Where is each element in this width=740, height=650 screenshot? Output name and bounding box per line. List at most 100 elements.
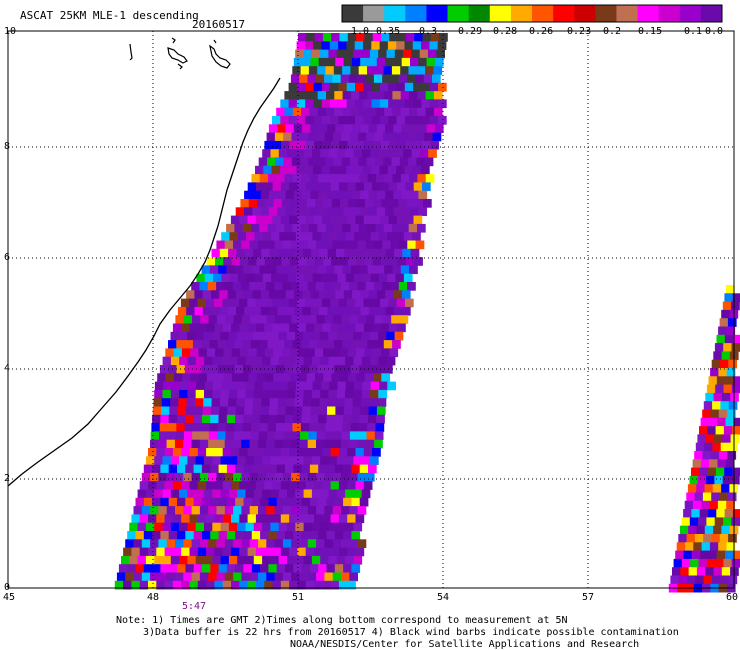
swath-pixel [393, 124, 403, 133]
swath-pixel [210, 497, 219, 507]
swath-pixel [262, 149, 271, 158]
swath-pixel [400, 91, 410, 100]
swath-pixel [293, 406, 303, 416]
swath-pixel [249, 506, 259, 515]
swath-pixel [258, 506, 267, 515]
legend-swatch [363, 5, 385, 22]
swath-pixel [235, 207, 245, 216]
swath-pixel [375, 66, 384, 75]
swath-pixel [385, 207, 394, 216]
swath-pixel [302, 190, 311, 200]
swath-pixel [275, 431, 284, 441]
swath-pixel [152, 564, 161, 573]
swath-pixel [272, 481, 282, 490]
swath-pixel [195, 522, 205, 532]
swath-pixel [692, 459, 702, 468]
swath-pixel [145, 522, 155, 532]
swath-pixel [143, 564, 153, 573]
swath-pixel [266, 240, 275, 250]
swath-pixel [218, 365, 227, 374]
swath-pixel [226, 223, 235, 233]
swath-pixel [324, 472, 334, 482]
swath-pixel [363, 116, 372, 125]
swath-pixel [183, 431, 193, 441]
swath-pixel [403, 232, 413, 241]
swath-pixel [361, 149, 371, 158]
swath-pixel [194, 406, 203, 416]
swath-pixel [199, 439, 209, 449]
swath-pixel [303, 489, 313, 499]
swath-pixel [255, 547, 265, 557]
swath-pixel [405, 182, 415, 192]
swath-pixel [357, 439, 367, 449]
swath-pixel [393, 57, 403, 67]
swath-pixel [355, 99, 364, 109]
swath-pixel [202, 290, 212, 299]
swath-pixel [395, 273, 405, 283]
swath-pixel [152, 406, 162, 416]
swath-pixel [211, 290, 220, 299]
swath-pixel [309, 414, 319, 424]
swath-pixel [148, 448, 157, 457]
swath-pixel [156, 514, 165, 524]
swath-pixel [697, 434, 707, 444]
swath-pixel [261, 398, 271, 407]
swath-pixel [322, 481, 331, 490]
swath-pixel [403, 273, 413, 283]
swath-pixel [394, 331, 404, 341]
swath-pixel [206, 514, 215, 524]
swath-pixel [327, 306, 336, 316]
swath-pixel [316, 539, 325, 548]
swath-pixel [330, 215, 340, 225]
swath-pixel [222, 580, 232, 590]
swath-pixel [351, 464, 361, 474]
swath-pixel [718, 409, 728, 419]
legend-label: -0.28 [487, 26, 518, 37]
swath-pixel [380, 215, 389, 225]
swath-pixel [340, 282, 350, 291]
swath-pixel [179, 389, 188, 399]
swath-pixel [311, 489, 321, 499]
swath-pixel [399, 157, 409, 167]
swath-pixel [342, 223, 351, 233]
swath-pixel [257, 282, 267, 291]
swath-pixel [272, 547, 282, 557]
swath-pixel [184, 365, 194, 374]
swath-pixel [712, 442, 722, 452]
swath-pixel [256, 257, 266, 266]
swath-pixel [304, 232, 313, 241]
swath-pixel [348, 199, 357, 208]
swath-pixel [272, 323, 282, 333]
swath-pixel [217, 423, 227, 432]
swath-pixel [351, 531, 361, 540]
swath-pixel [404, 99, 414, 109]
swath-pixel [154, 489, 163, 499]
swath-pixel [307, 74, 317, 84]
swath-pixel [360, 290, 370, 299]
swath-pixel [302, 398, 312, 407]
swath-pixel [284, 423, 293, 432]
swath-pixel [731, 301, 740, 311]
swath-pixel [696, 567, 706, 576]
swath-pixel [344, 331, 354, 341]
swath-pixel [397, 33, 407, 42]
swath-pixel [360, 124, 369, 133]
swath-pixel [384, 174, 393, 183]
swath-pixel [204, 356, 213, 366]
swath-pixel [283, 431, 293, 441]
swath-pixel [170, 456, 180, 465]
swath-pixel [730, 434, 740, 444]
swath-pixel [719, 534, 729, 543]
swath-pixel [309, 91, 319, 100]
swath-pixel [274, 572, 284, 582]
swath-pixel [320, 149, 329, 158]
swath-pixel [424, 132, 433, 142]
swath-pixel [326, 497, 336, 507]
swath-pixel [400, 174, 410, 183]
swath-pixel [295, 232, 305, 241]
swath-pixel [240, 373, 249, 382]
note-line-1: Note: 1) Times are GMT 2)Times along bot… [116, 615, 568, 626]
swath-pixel [162, 489, 172, 499]
swath-pixel [251, 340, 260, 349]
swath-pixel [379, 165, 389, 175]
